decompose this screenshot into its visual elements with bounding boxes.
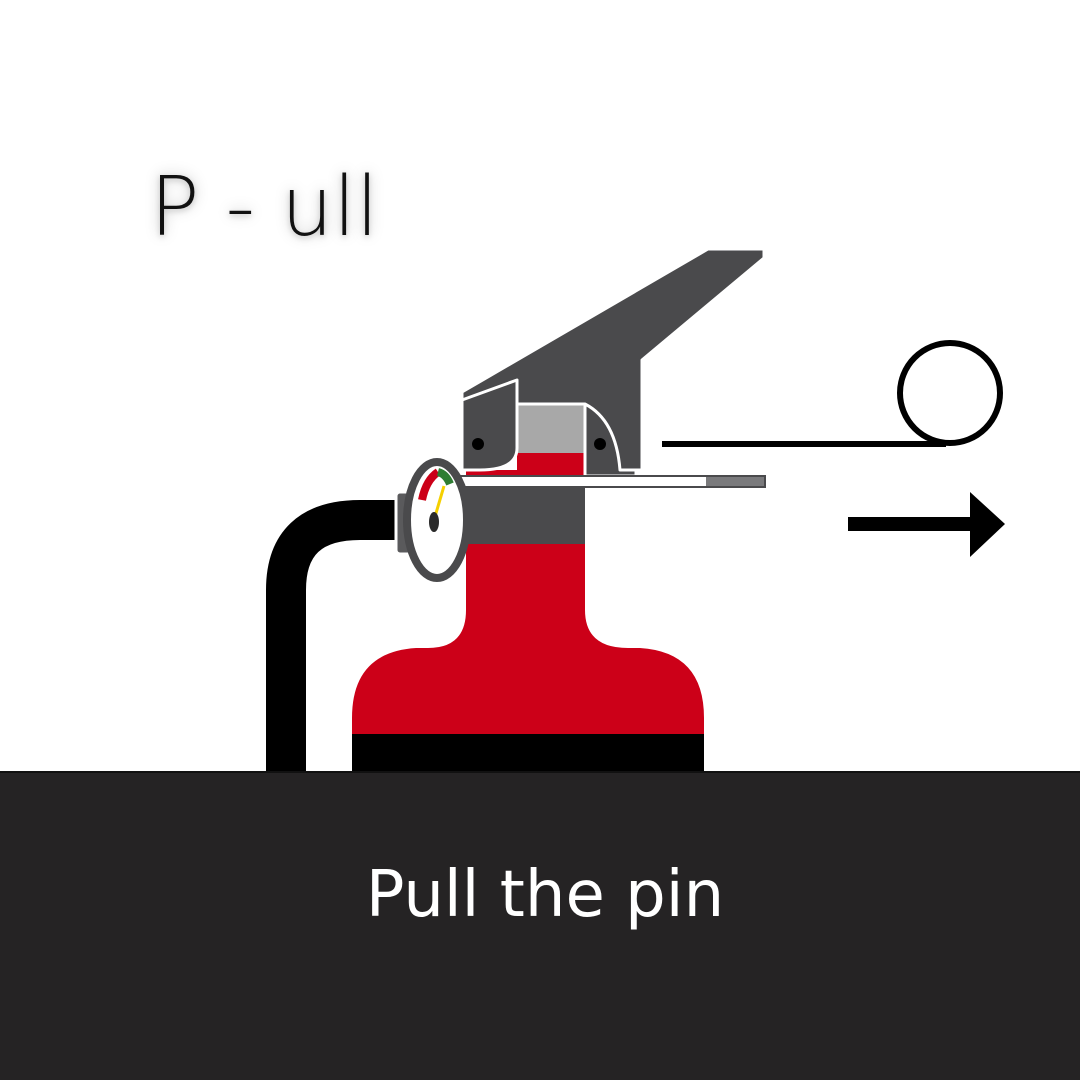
valve-neck	[517, 403, 585, 455]
lever-rivet-right	[594, 438, 606, 450]
footer-caption: Pull the pin	[365, 858, 725, 932]
right-arrow-icon	[848, 492, 1005, 557]
valve-collar	[466, 486, 585, 544]
pressure-gauge-icon	[403, 458, 471, 582]
cylinder-base-band	[352, 734, 704, 772]
cylinder-body	[352, 470, 704, 772]
pin-rod-tip	[706, 477, 764, 486]
squeeze-handle	[460, 247, 766, 472]
pull-pin-ring-icon	[897, 340, 1003, 446]
footer-bar	[0, 771, 1080, 1080]
step-title: P - ull	[150, 160, 379, 255]
hose	[266, 500, 412, 772]
lever-rivet-left	[472, 438, 484, 450]
